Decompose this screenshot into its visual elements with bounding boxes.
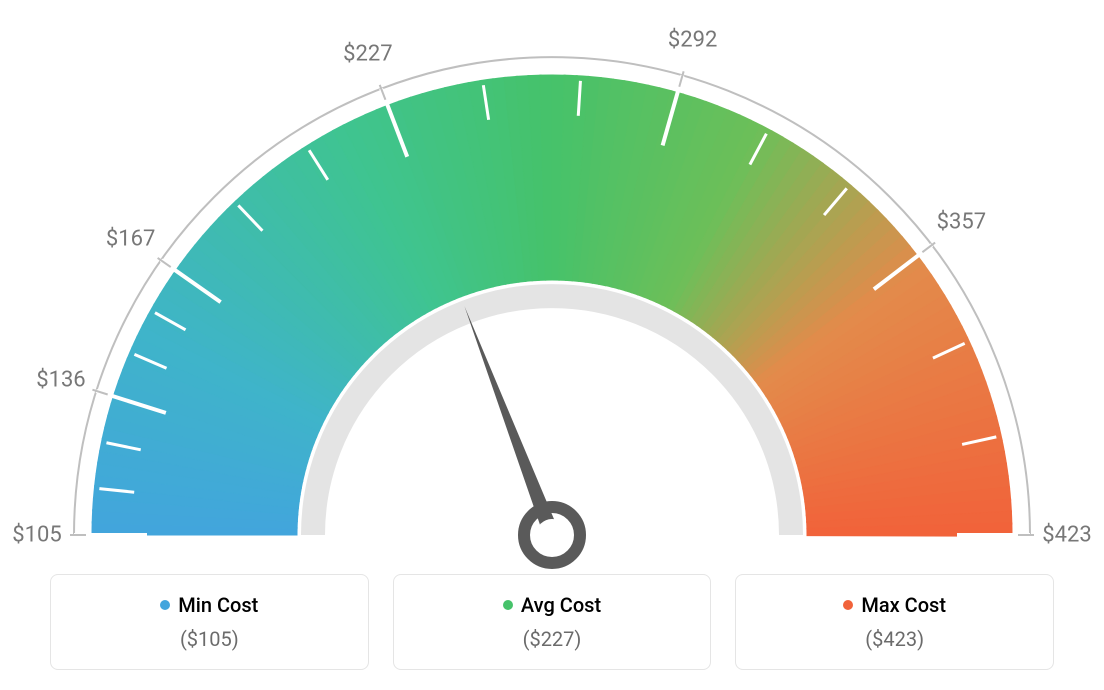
- legend-card-max: Max Cost ($423): [735, 574, 1054, 670]
- legend-value-max: ($423): [746, 627, 1043, 651]
- legend-dot-max: [843, 600, 853, 610]
- legend-value-min: ($105): [61, 627, 358, 651]
- legend-row: Min Cost ($105) Avg Cost ($227) Max Cost…: [50, 574, 1054, 670]
- legend-card-avg: Avg Cost ($227): [393, 574, 712, 670]
- legend-title-min: Min Cost: [160, 593, 258, 617]
- legend-dot-min: [160, 600, 170, 610]
- cost-gauge-container: $105 $136 $167 $227 $292 $357 $423 Min Cost ($…: [0, 0, 1104, 690]
- legend-card-min: Min Cost ($105): [50, 574, 369, 670]
- gauge-chart: $105 $136 $167 $227 $292 $357 $423: [0, 0, 1104, 570]
- legend-label-max: Max Cost: [861, 593, 946, 617]
- tick-label: $167: [106, 226, 155, 251]
- tick-label: $292: [668, 27, 717, 52]
- legend-value-avg: ($227): [404, 627, 701, 651]
- tick-label: $357: [937, 210, 986, 235]
- legend-label-avg: Avg Cost: [521, 593, 601, 617]
- tick-label: $136: [36, 367, 85, 392]
- legend-title-avg: Avg Cost: [503, 593, 601, 617]
- gauge-svg: [0, 0, 1104, 570]
- legend-title-max: Max Cost: [843, 593, 946, 617]
- legend-dot-avg: [503, 600, 513, 610]
- tick-label: $227: [343, 42, 392, 67]
- tick-label: $423: [1042, 523, 1091, 548]
- tick-label: $105: [12, 523, 61, 548]
- legend-label-min: Min Cost: [178, 593, 258, 617]
